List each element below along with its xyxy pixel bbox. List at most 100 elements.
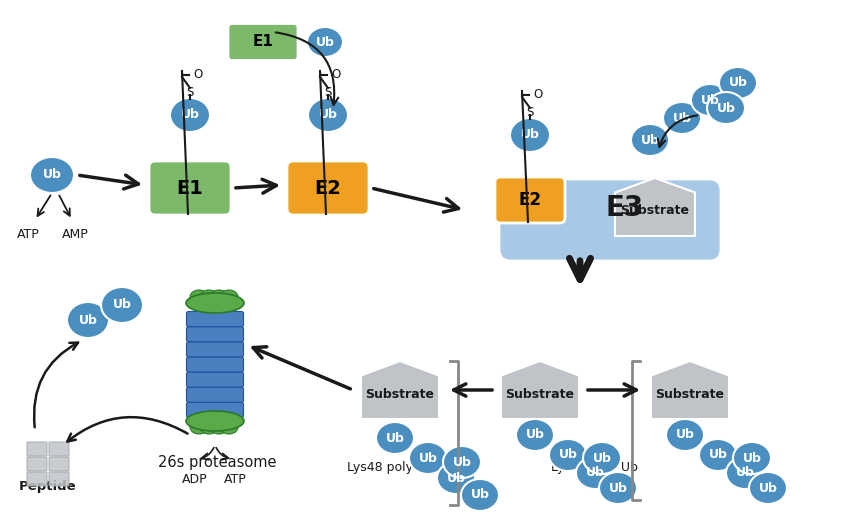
Ellipse shape [186, 293, 244, 313]
FancyBboxPatch shape [49, 442, 69, 456]
Ellipse shape [409, 442, 447, 474]
Text: Ub: Ub [525, 429, 545, 442]
Text: Ub: Ub [112, 298, 132, 312]
Polygon shape [651, 361, 729, 419]
Text: Ub: Ub [586, 466, 604, 479]
Ellipse shape [461, 479, 499, 511]
Text: Ub: Ub [319, 109, 337, 121]
Text: Ub: Ub [418, 451, 438, 464]
Ellipse shape [631, 124, 669, 156]
Ellipse shape [220, 420, 238, 434]
Text: Ub: Ub [592, 451, 611, 464]
Text: Lys48 poly Ub: Lys48 poly Ub [347, 462, 434, 475]
Text: Ub: Ub [700, 94, 719, 107]
Text: Lys63 poly Ub: Lys63 poly Ub [551, 462, 638, 475]
Text: Ub: Ub [735, 466, 755, 479]
Text: Ub: Ub [520, 129, 540, 142]
Text: Substrate: Substrate [506, 388, 575, 401]
Ellipse shape [549, 439, 587, 471]
FancyBboxPatch shape [186, 372, 243, 387]
Text: O: O [331, 68, 340, 82]
FancyBboxPatch shape [186, 327, 243, 342]
Ellipse shape [186, 411, 244, 431]
FancyBboxPatch shape [149, 161, 231, 215]
Polygon shape [615, 178, 695, 236]
Polygon shape [501, 361, 579, 419]
Text: Ub: Ub [471, 489, 490, 501]
Text: E3: E3 [606, 194, 644, 222]
Text: ADP: ADP [182, 473, 207, 486]
Text: Ub: Ub [558, 449, 577, 462]
Ellipse shape [308, 98, 348, 132]
FancyBboxPatch shape [186, 342, 243, 357]
Text: Substrate: Substrate [655, 388, 724, 401]
Text: E1: E1 [252, 35, 274, 50]
Ellipse shape [576, 457, 614, 489]
Ellipse shape [190, 420, 208, 434]
Ellipse shape [210, 420, 228, 434]
Ellipse shape [583, 442, 621, 474]
Ellipse shape [220, 290, 238, 304]
Text: AMP: AMP [61, 228, 88, 241]
FancyBboxPatch shape [27, 442, 47, 456]
Ellipse shape [663, 102, 701, 134]
Ellipse shape [170, 98, 210, 132]
Ellipse shape [510, 118, 550, 152]
Text: ATP: ATP [224, 473, 246, 486]
Text: Ub: Ub [446, 472, 466, 484]
Text: Ub: Ub [758, 481, 778, 494]
Text: S: S [186, 86, 194, 99]
Ellipse shape [691, 84, 729, 116]
Ellipse shape [200, 420, 218, 434]
Ellipse shape [699, 439, 737, 471]
FancyBboxPatch shape [186, 387, 243, 402]
FancyBboxPatch shape [49, 457, 69, 471]
Text: Peptide: Peptide [20, 480, 76, 493]
FancyBboxPatch shape [186, 357, 243, 372]
Ellipse shape [719, 67, 757, 99]
Ellipse shape [376, 422, 414, 454]
Ellipse shape [101, 287, 143, 323]
Text: E2: E2 [314, 178, 342, 197]
Ellipse shape [707, 92, 745, 124]
Ellipse shape [210, 290, 228, 304]
Ellipse shape [30, 157, 74, 193]
FancyBboxPatch shape [186, 312, 243, 327]
Text: Substrate: Substrate [366, 388, 434, 401]
Ellipse shape [190, 290, 208, 304]
Text: Ub: Ub [728, 77, 747, 89]
Ellipse shape [749, 472, 787, 504]
Text: S: S [526, 107, 534, 119]
Ellipse shape [599, 472, 637, 504]
Text: E2: E2 [518, 191, 541, 209]
Text: Ub: Ub [452, 455, 472, 468]
Ellipse shape [437, 462, 475, 494]
Ellipse shape [726, 457, 764, 489]
Text: Ub: Ub [743, 451, 762, 464]
Text: Ub: Ub [672, 112, 691, 125]
Text: ATP: ATP [17, 228, 39, 241]
Text: Ub: Ub [42, 169, 61, 181]
Text: Substrate: Substrate [620, 205, 689, 218]
Text: 26s proteasome: 26s proteasome [158, 455, 276, 470]
Text: O: O [193, 68, 202, 82]
Text: E1: E1 [177, 178, 203, 197]
FancyBboxPatch shape [49, 472, 69, 486]
Text: Ub: Ub [717, 101, 735, 114]
FancyBboxPatch shape [186, 402, 243, 418]
Ellipse shape [666, 419, 704, 451]
Text: Ub: Ub [609, 481, 627, 494]
Text: S: S [325, 86, 332, 99]
Text: Ub: Ub [180, 109, 200, 121]
Text: Ub: Ub [676, 429, 694, 442]
Text: Ub: Ub [709, 449, 728, 462]
FancyBboxPatch shape [499, 179, 721, 261]
Text: Ub: Ub [78, 313, 98, 327]
Ellipse shape [443, 446, 481, 478]
Text: Ub: Ub [641, 133, 660, 146]
FancyBboxPatch shape [27, 457, 47, 471]
Text: Ub: Ub [386, 432, 405, 445]
FancyBboxPatch shape [27, 472, 47, 486]
FancyBboxPatch shape [495, 177, 565, 223]
Text: O: O [533, 88, 542, 101]
